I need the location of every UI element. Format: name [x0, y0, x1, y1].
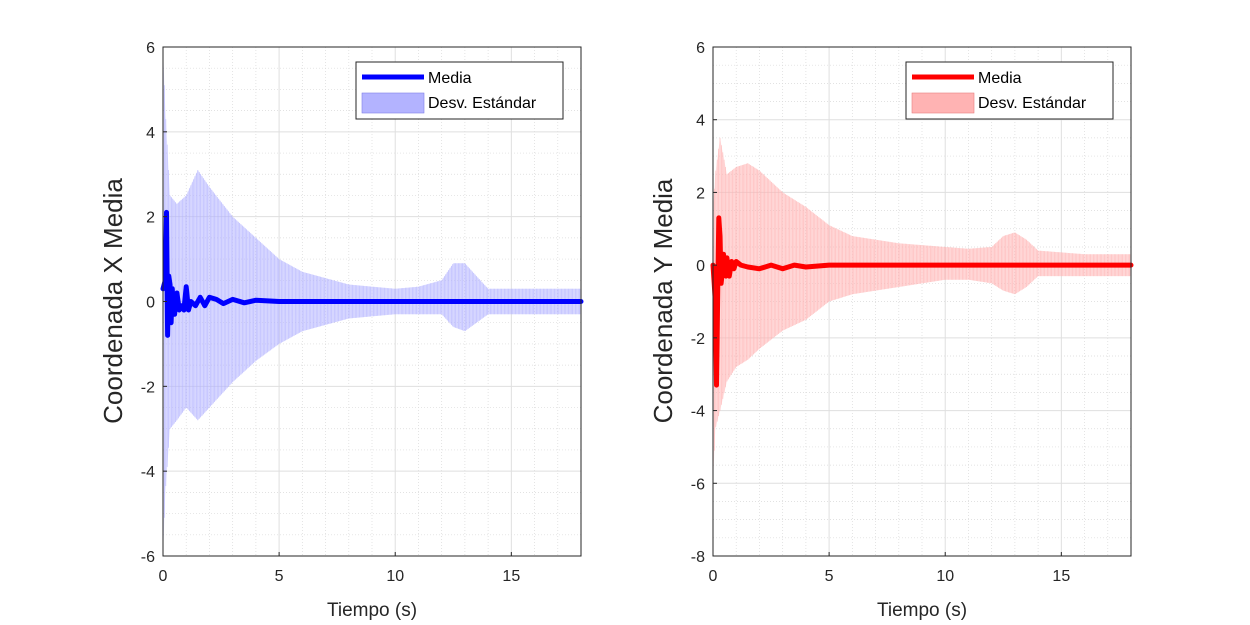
- right-legend-label-media: Media: [978, 70, 1022, 87]
- left-x-tick-label: 15: [502, 568, 520, 585]
- right-y-tick-label: 0: [696, 258, 705, 275]
- left-mean-line: [160, 209, 584, 338]
- left-x-axis-label: Tiempo (s): [327, 600, 417, 621]
- left-y-tick-label: -4: [141, 464, 155, 481]
- left-legend: Media Desv. Estándar: [355, 61, 564, 120]
- left-legend-label-std: Desv. Estándar: [428, 95, 537, 112]
- left-x-tick-label: 0: [159, 568, 168, 585]
- right-axes-box: [712, 46, 1132, 557]
- left-y-tick-label: -2: [141, 379, 155, 396]
- right-x-ticks: 0 5 10 15: [709, 552, 1070, 585]
- right-y-tick-label: -2: [691, 331, 705, 348]
- right-y-tick-label: 4: [696, 113, 705, 130]
- left-x-tick-label: 5: [275, 568, 284, 585]
- right-mean-series: [710, 215, 1134, 388]
- right-y-tick-label: 6: [696, 40, 705, 57]
- right-y-tick-label: -8: [691, 549, 705, 566]
- right-legend: Media Desv. Estándar: [905, 61, 1114, 120]
- left-legend-label-media: Media: [428, 70, 472, 87]
- right-x-tick-label: 15: [1052, 568, 1070, 585]
- left-y-tick-label: -6: [141, 549, 155, 566]
- left-mean-series: [160, 209, 584, 338]
- right-y-tick-label: 2: [696, 185, 705, 202]
- left-y-axis-label: Coordenada X Media: [98, 178, 128, 424]
- right-y-tick-label: -4: [691, 404, 705, 421]
- left-y-tick-label: 2: [146, 210, 155, 227]
- right-legend-band-swatch: [911, 92, 975, 114]
- right-x-tick-label: 0: [709, 568, 718, 585]
- left-y-tick-label: 6: [146, 40, 155, 57]
- right-y-axis-label: Coordenada Y Media: [648, 178, 678, 423]
- right-x-tick-label: 10: [936, 568, 954, 585]
- right-y-tick-label: -6: [691, 476, 705, 493]
- left-y-tick-label: 0: [146, 295, 155, 312]
- left-x-tick-label: 10: [386, 568, 404, 585]
- left-chart: 0 5 10 15 -6 -4 -2 0 2 4 6 Tiempo (s) Coordenada …: [98, 40, 584, 621]
- right-legend-label-std: Desv. Estándar: [978, 95, 1087, 112]
- left-legend-band-swatch: [361, 92, 425, 114]
- right-chart: 0 5 10 15 -8 -6 -4 -2 0 2 4 6 Tiempo (s) Coordenad…: [648, 40, 1134, 621]
- right-y-ticks: -8 -6 -4 -2 0 2 4 6: [691, 40, 717, 566]
- right-x-tick-label: 5: [825, 568, 834, 585]
- left-y-tick-label: 4: [146, 125, 155, 142]
- right-x-axis-label: Tiempo (s): [877, 600, 967, 621]
- left-y-ticks: -6 -4 -2 0 2 4 6: [141, 40, 167, 566]
- right-mean-line: [710, 215, 1134, 388]
- left-x-ticks: 0 5 10 15: [159, 552, 520, 585]
